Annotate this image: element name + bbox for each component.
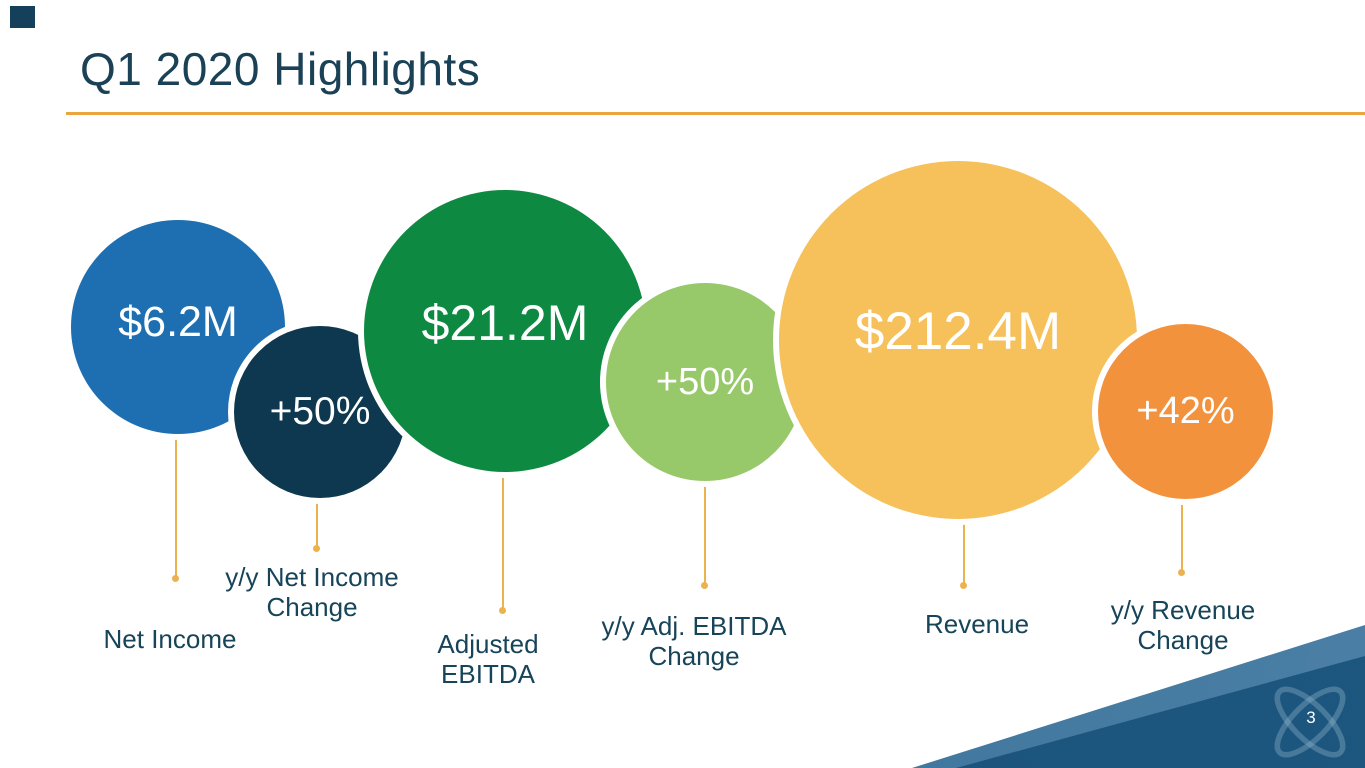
page-title: Q1 2020 Highlights xyxy=(80,43,481,95)
bubble-value: +50% xyxy=(655,360,755,403)
bubble-label-net-income-change: y/y Net Income Change xyxy=(225,562,399,622)
orbit-logo-icon xyxy=(1274,686,1346,758)
connector-dot-ebitda-change xyxy=(701,582,708,589)
connector-line-revenue xyxy=(963,500,965,585)
bubble-label-adjusted-ebitda: Adjusted EBITDA xyxy=(437,629,539,689)
bubble-adjusted-ebitda: $21.2M xyxy=(364,190,646,472)
bubble-value: $212.4M xyxy=(854,301,1062,361)
bubble-revenue-change: +42% xyxy=(1098,324,1273,499)
bubble-ebitda-change: +50% xyxy=(606,283,804,481)
bubble-label-ebitda-change: y/y Adj. EBITDA Change xyxy=(601,611,787,671)
connector-dot-revenue-change xyxy=(1178,569,1185,576)
bubble-revenue: $212.4M xyxy=(779,161,1137,519)
connector-dot-net-income xyxy=(172,575,179,582)
page-number: 3 xyxy=(1306,708,1316,727)
connector-line-ebitda-change xyxy=(704,468,706,585)
bubble-value: $21.2M xyxy=(421,295,589,351)
bubble-label-net-income: Net Income xyxy=(103,624,237,654)
bubble-label-revenue-change: y/y Revenue Change xyxy=(1110,595,1256,655)
bubble-value: +50% xyxy=(269,390,371,433)
connector-line-net-income-change xyxy=(316,478,318,548)
connector-dot-adjusted-ebitda xyxy=(499,607,506,614)
connector-dot-revenue xyxy=(960,582,967,589)
connector-line-adjusted-ebitda xyxy=(502,458,504,610)
connector-line-revenue-change xyxy=(1181,484,1183,572)
bubble-value: $6.2M xyxy=(118,297,238,346)
bubble-value: +42% xyxy=(1136,390,1235,432)
corner-accent-square xyxy=(10,6,35,28)
connector-line-net-income xyxy=(175,420,177,578)
connector-dot-net-income-change xyxy=(313,545,320,552)
title-underline xyxy=(66,112,1365,115)
